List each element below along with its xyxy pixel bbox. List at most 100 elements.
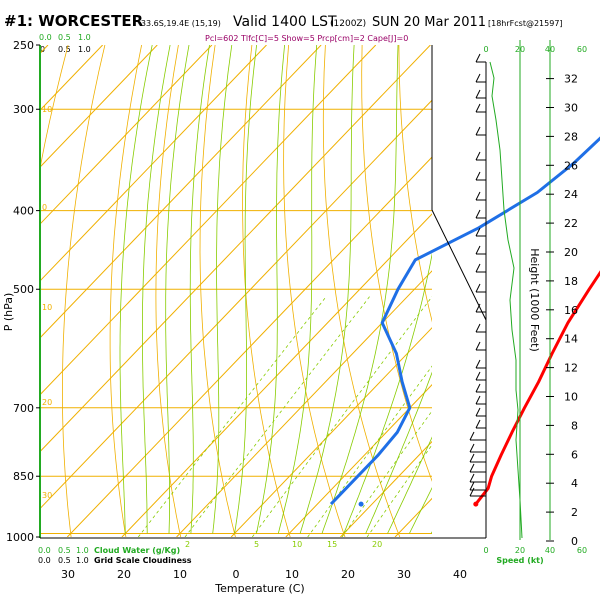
wind-barb-feather [475,395,481,405]
wind-barb-feather [475,371,481,381]
top-scale-5: 1.0 [78,45,91,54]
wind-barb-feather [475,383,481,393]
height-tick-label: 18 [564,275,578,288]
height-tick-label: 6 [571,448,578,461]
wind-barb-feather [475,419,481,429]
wind-barb-feather [475,323,481,333]
top-left-scale: 0.0 0.5 1.0 0 0.5 1.0 [39,33,91,54]
top-scale-0: 0.0 [39,33,52,42]
height-tick-label: 22 [564,217,578,230]
wind-barb-feather [469,487,475,497]
mixing-ratio-label: 20 [372,540,382,549]
station-coords: -33.6S,19.4E (15,19) [138,19,221,28]
isotherm [504,45,600,537]
wind-barb-feather [475,283,481,293]
height-tick-label: 30 [564,102,578,115]
wind-barb-feather [475,263,481,273]
height-tick-label: 14 [564,333,578,346]
dry-adiabat [242,45,291,537]
speed-label: Speed (kt) [496,556,543,565]
wind-barb-feather [475,407,481,417]
wind-panel: 0 20 40 60 0 20 40 60 Speed (kt) [469,40,587,565]
moist-adiabat [234,45,257,534]
bottom-left-scale: 0.0 0.5 1.0 Cloud Water (g/Kg) 0.0 0.5 1… [38,546,192,565]
wind-speed-profile [489,61,523,539]
svg-text:0.5: 0.5 [58,546,71,555]
wind-barb-feather [475,359,481,369]
svg-text:60: 60 [577,546,587,555]
pressure-tick-label: 1000 [6,531,34,544]
pressure-tick-label: 300 [13,103,34,116]
isotherm [176,270,432,537]
wind-barb-feather [469,443,475,453]
pressure-tick-label: 850 [13,470,34,483]
mixing-ratio-line [366,444,432,537]
height-tick-label: 0 [571,535,578,548]
wind-barbs [469,53,486,497]
wind-barb-feather [469,473,475,483]
isotherm-label: 30 [42,491,52,500]
wind-barb-feather [475,53,481,63]
station-title: #1: WORCESTER [4,12,144,30]
svg-text:0: 0 [483,546,488,555]
wind-barb-feather [475,151,481,161]
moist-adiabat [212,45,233,534]
mixing-ratio-line [251,296,432,537]
top-scale-3: 0 [40,45,45,54]
moist-adiabat [119,45,153,534]
temperature-tick-label: 30 [397,568,411,581]
height-tick-label: 10 [564,391,578,404]
moist-adiabat [387,436,432,534]
plot-frame [39,45,487,539]
dry-adiabat [322,45,401,537]
wind-speed-scale-bottom: 0 20 40 60 [483,546,587,555]
wind-barb-feather [475,227,481,237]
dry-adiabat [398,45,432,323]
isotherm [40,99,432,510]
svg-text:1.0: 1.0 [76,546,89,555]
dry-adiabat [155,45,182,537]
dry-adiabat [546,45,600,537]
height-tick-label: 4 [571,477,578,490]
height-tick-label: 26 [564,159,578,172]
isotherm-labels: 10 0 10 20 30 [42,105,52,500]
mixing-ratio-labels: 2 5 10 15 20 [185,540,382,549]
isotherm [230,327,432,537]
pressure-tick-label: 700 [13,402,34,415]
wind-barb-feather [469,463,475,473]
wind-speed-scale-top: 0 20 40 60 [483,45,587,54]
wind-barb-feather [475,171,481,181]
utc-time: (1200Z) [330,19,366,29]
isotherm-label: 10 [42,303,52,312]
svg-text:0: 0 [483,45,488,54]
wind-barb-feather [475,73,481,83]
svg-text:40: 40 [545,546,555,555]
height-tick-label: 28 [564,130,578,143]
top-scale-2: 1.0 [78,33,91,42]
dry-adiabat [436,45,564,537]
wind-barb-feather [475,126,481,136]
moist-adiabat [321,45,399,534]
moist-adiabat [141,45,171,534]
svg-text:0.5: 0.5 [58,556,71,565]
height-axis-title: Height (1000 Feet) [528,248,541,352]
dewpoint-profile [329,136,600,506]
wind-barb-feather [469,453,475,463]
top-scale-1: 0.5 [58,33,71,42]
wind-barb-feather [475,245,481,255]
temperature-tick-label: 20 [117,568,131,581]
temperature-profile [474,270,600,506]
isotherm [40,45,158,168]
svg-text:1.0: 1.0 [76,556,89,565]
height-tick-label: 24 [564,188,578,201]
isotherm [40,45,377,396]
svg-text:60: 60 [577,45,587,54]
wind-barb-feather [475,191,481,201]
mixing-ratio-label: 2 [185,540,190,549]
dry-adiabat [199,45,236,537]
svg-text:20: 20 [515,546,525,555]
height-tick-label: 8 [571,419,578,432]
temperature-tick-label: 30 [61,568,75,581]
temperature-tick-label: 10 [285,568,299,581]
